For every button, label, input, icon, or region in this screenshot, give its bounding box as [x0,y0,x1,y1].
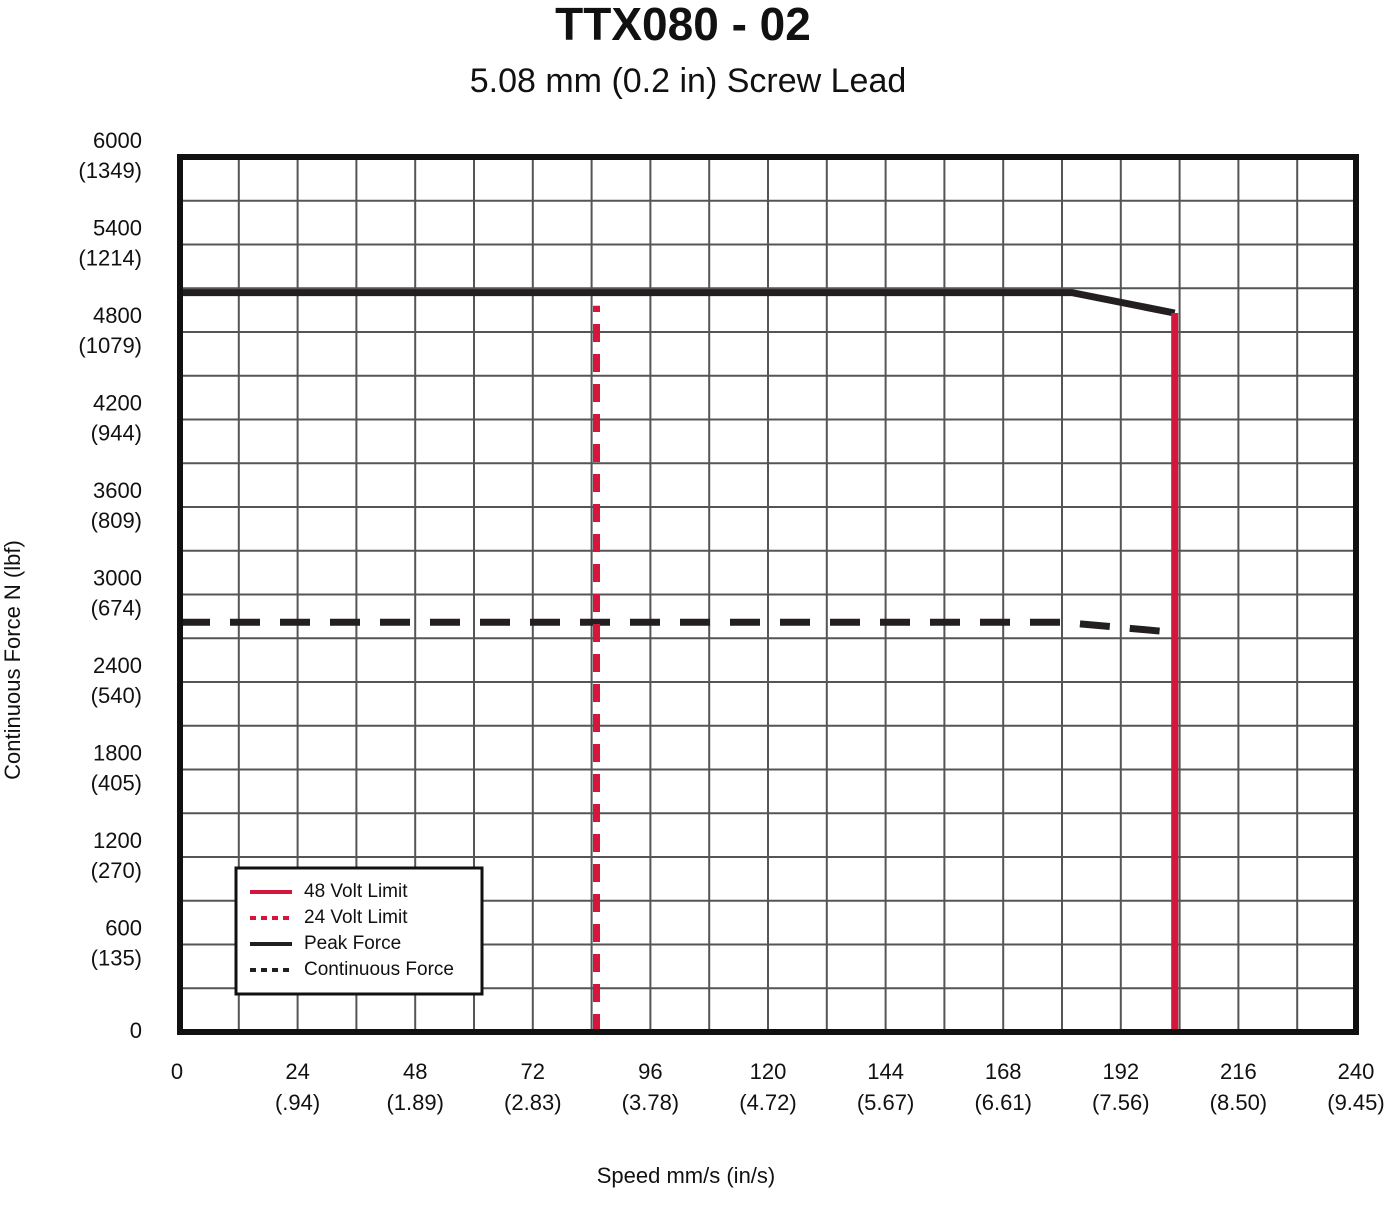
x-tick-label: 192 [1102,1059,1139,1084]
y-tick-label: 600 [105,915,142,940]
x-tick-label: (7.56) [1092,1090,1149,1115]
legend-label: 24 Volt Limit [304,907,408,928]
y-tick-label: (809) [91,508,142,533]
y-tick-label: 4200 [93,390,142,415]
x-tick-label: 24 [285,1059,309,1084]
x-tick-label: 120 [750,1059,787,1084]
y-tick-label: 1800 [93,740,142,765]
y-axis-title: Continuous Force N (lbf) [0,540,25,780]
legend: 48 Volt Limit 24 Volt Limit Peak Force Cont… [234,866,484,996]
chart-subtitle: 5.08 mm (0.2 in) Screw Lead [470,62,907,100]
y-tick-label: (1349) [78,158,142,183]
y-tick-label: 1200 [93,828,142,853]
x-axis-title: Speed mm/s (in/s) [597,1163,776,1188]
y-tick-label: 6000 [93,128,142,153]
x-tick-label: 168 [985,1059,1022,1084]
x-tick-label: 0 [171,1059,183,1084]
y-tick-label: 3000 [93,565,142,590]
series-line [180,618,1176,636]
y-tick-label: (405) [91,770,142,795]
x-tick-label: 240 [1338,1059,1375,1084]
y-tick-label: (540) [91,683,142,708]
x-tick-label: 96 [638,1059,662,1084]
legend-label: Peak Force [304,933,401,954]
x-tick-label: 72 [521,1059,545,1084]
grid [179,156,1357,1033]
y-tick-label: 0 [130,1018,142,1043]
x-tick-label: (.94) [275,1090,320,1115]
legend-label: 48 Volt Limit [304,881,408,902]
x-tick-label: (6.61) [974,1090,1031,1115]
x-tick-label: (9.45) [1327,1090,1384,1115]
y-tick-label: (270) [91,858,142,883]
y-tick-label: 3600 [93,478,142,503]
y-tick-label: 5400 [93,215,142,240]
y-tick-label: (1079) [78,333,142,358]
legend-box [234,866,484,996]
x-tick-label: (3.78) [622,1090,679,1115]
chart-title: TTX080 - 02 [555,0,811,50]
legend-label: Continuous Force [304,959,454,980]
x-tick-label: 216 [1220,1059,1257,1084]
x-tick-label: (8.50) [1210,1090,1267,1115]
series-line [180,289,1176,317]
x-tick-label: (4.72) [739,1090,796,1115]
y-tick-label: 2400 [93,653,142,678]
x-tick-label: (2.83) [504,1090,561,1115]
y-tick-label: (944) [91,420,142,445]
y-tick-label: (674) [91,595,142,620]
x-tick-label: (1.89) [386,1090,443,1115]
x-tick-label: (5.67) [857,1090,914,1115]
y-tick-label: (1214) [78,245,142,270]
x-tick-label: 48 [403,1059,427,1084]
plot-frame [177,154,1359,1035]
y-tick-label: 4800 [93,303,142,328]
x-tick-label: 144 [867,1059,904,1084]
y-tick-label: (135) [91,945,142,970]
